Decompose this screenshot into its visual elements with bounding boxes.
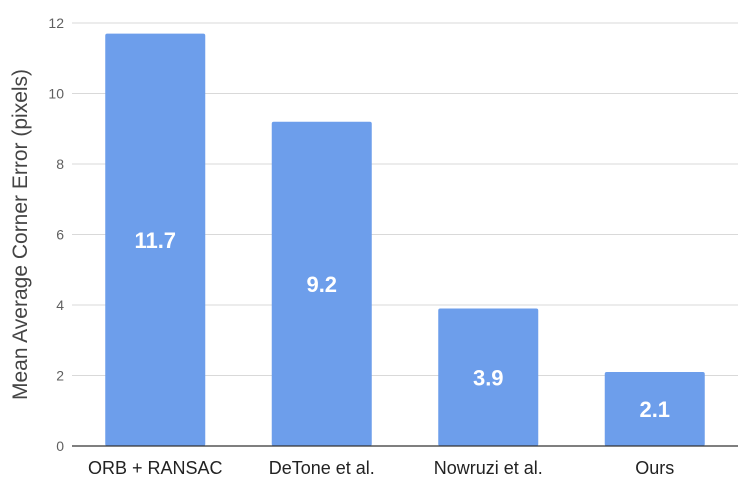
x-category-label: Ours	[635, 458, 674, 478]
bar	[105, 33, 206, 446]
data-labels: 11.7 9.2 3.9 2.1	[134, 228, 670, 422]
data-label: 3.9	[473, 365, 504, 390]
bar	[438, 308, 539, 446]
y-tick-label: 0	[56, 438, 64, 454]
y-tick-label: 10	[48, 86, 64, 102]
y-axis-ticks: 0 2 4 6 8 10 12	[48, 15, 64, 454]
y-tick-label: 8	[56, 156, 64, 172]
y-tick-label: 12	[48, 15, 64, 31]
bars	[105, 33, 705, 446]
x-category-label: ORB + RANSAC	[88, 458, 223, 478]
data-label: 2.1	[639, 397, 670, 422]
bar	[604, 371, 705, 446]
y-tick-label: 4	[56, 297, 64, 313]
data-label: 11.7	[134, 228, 176, 253]
bar	[271, 121, 372, 446]
x-category-label: Nowruzi et al.	[434, 458, 543, 478]
data-label: 9.2	[306, 272, 337, 297]
x-category-label: DeTone et al.	[269, 458, 375, 478]
y-tick-label: 6	[56, 227, 64, 243]
x-axis-category-labels: ORB + RANSAC DeTone et al. Nowruzi et al. O…	[88, 458, 674, 478]
y-tick-label: 2	[56, 368, 64, 384]
y-axis-label: Mean Average Corner Error (pixels)	[9, 69, 32, 400]
